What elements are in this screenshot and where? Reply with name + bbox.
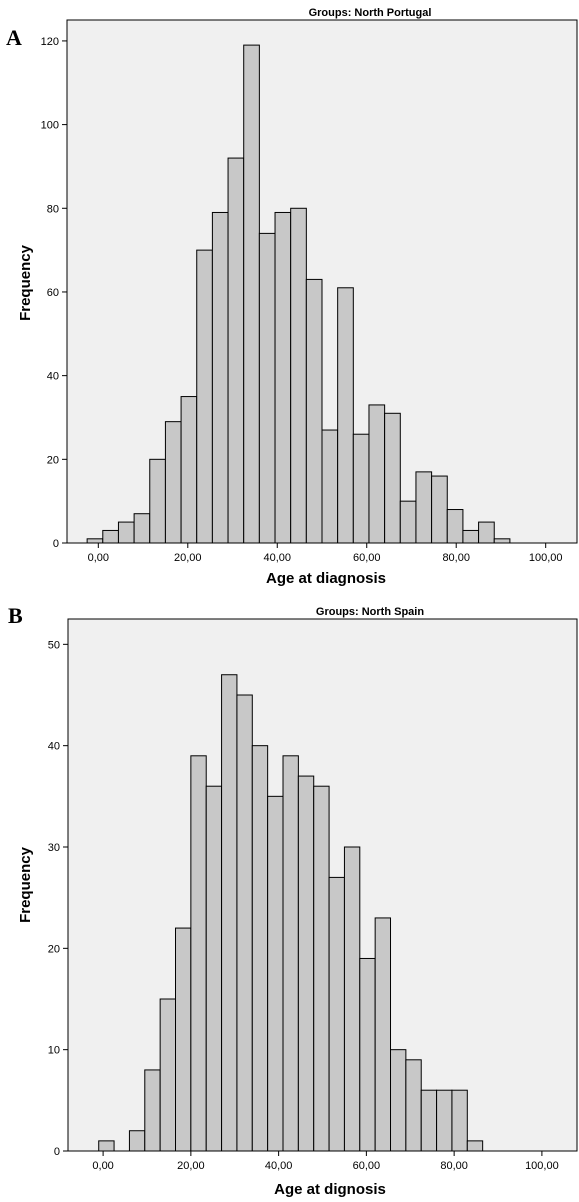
histogram-panel-b: B 0 10 20 30 40 50 0,00 20,00 40,00 60,00 80,00 100… [0,601,579,1202]
histogram-chart-north-spain: 0 10 20 30 40 50 0,00 20,00 40,00 60,00 80,00 100,0… [17,606,578,1198]
histogram-bar [478,521,495,544]
histogram-bar [343,846,361,1152]
x-tick-label: 80,00 [440,1160,468,1172]
histogram-bar [297,775,315,1152]
x-axis-title: Age at diagnosis [266,570,386,587]
histogram-bar [328,876,345,1152]
x-tick-label: 40,00 [265,1160,293,1172]
y-tick-label: 20 [48,943,60,955]
histogram-bar [415,471,433,544]
y-tick-label: 40 [47,371,59,383]
x-tick-label: 100,00 [529,552,563,564]
histogram-bar [258,232,276,544]
histogram-panel-a: A 0 20 40 60 80 100 120 0,00 20,00 40,00 60,00 80,0… [0,0,579,598]
histogram-bar [149,458,166,544]
histogram-bar [462,529,480,544]
x-tick-label: 80,00 [442,552,470,564]
histogram-bar [144,1069,161,1152]
histogram-bar [290,207,307,544]
x-tick-label: 40,00 [263,552,291,564]
histogram-bar [431,475,448,544]
histogram-bar [243,44,260,544]
x-axis-title: Age at dignosis [274,1181,386,1198]
histogram-bar [267,795,284,1152]
x-tick-label: 60,00 [353,1160,381,1172]
y-tick-label: 120 [41,36,59,48]
x-tick-label: 60,00 [353,552,381,564]
histogram-bar [251,745,269,1152]
histogram-bar [493,538,511,544]
histogram-bar [180,396,198,544]
histogram-bar [133,513,151,544]
histogram-bar [98,1140,115,1152]
x-tick-label: 0,00 [92,1160,113,1172]
histogram-bar [196,249,213,544]
y-tick-label: 10 [48,1045,60,1057]
histogram-bar [205,785,223,1152]
y-tick-label: 0 [53,538,59,550]
histogram-bar [175,927,192,1152]
histogram-bar [337,287,354,544]
histogram-bar [282,755,299,1152]
y-tick-label: 30 [48,842,60,854]
y-axis-title: Frequency [17,846,34,923]
x-tick-label: 20,00 [174,552,202,564]
histogram-bar [190,755,207,1152]
histogram-bar [221,674,238,1152]
histogram-bar [274,211,292,544]
panel-letter-b: B [8,603,23,628]
histogram-bar [446,509,464,544]
x-tick-label: 100,00 [525,1160,559,1172]
histogram-bar [86,538,104,544]
histogram-bar [159,998,177,1152]
y-tick-label: 60 [47,287,59,299]
histogram-chart-north-portugal: 0 20 40 60 80 100 120 0,00 20,00 40,00 60,00 80,00 1… [17,7,578,587]
histogram-bar [236,694,253,1152]
histogram-bar [227,157,245,544]
histogram-bar [405,1059,422,1152]
histogram-bar [313,785,330,1152]
panel-letter-a: A [6,25,22,50]
histogram-bar [352,433,370,544]
y-tick-label: 80 [47,203,59,215]
histogram-bar [117,521,135,544]
group-title: Groups: North Spain [316,606,424,618]
y-tick-label: 0 [54,1146,60,1158]
y-tick-label: 40 [48,741,60,753]
y-tick-label: 100 [41,120,59,132]
histogram-bar [102,529,119,544]
y-axis-title: Frequency [17,244,34,321]
x-tick-label: 0,00 [88,552,109,564]
histogram-bar [359,957,376,1152]
histogram-bar [128,1130,146,1152]
histogram-bar [321,429,339,544]
histogram-bar [305,278,323,544]
histogram-bar [384,412,401,544]
group-title: Groups: North Portugal [309,7,432,19]
y-tick-label: 20 [47,454,59,466]
histogram-bar [420,1089,438,1152]
histogram-bar [368,404,386,544]
histogram-bar [164,421,182,544]
histogram-bar [399,500,417,544]
histogram-bar [451,1089,468,1152]
x-tick-label: 20,00 [177,1160,205,1172]
histogram-bar [390,1049,407,1152]
y-tick-label: 50 [48,639,60,651]
histogram-bar [374,917,392,1152]
histogram-bar [436,1089,453,1152]
histogram-bar [211,211,229,544]
histogram-bar [466,1140,484,1152]
